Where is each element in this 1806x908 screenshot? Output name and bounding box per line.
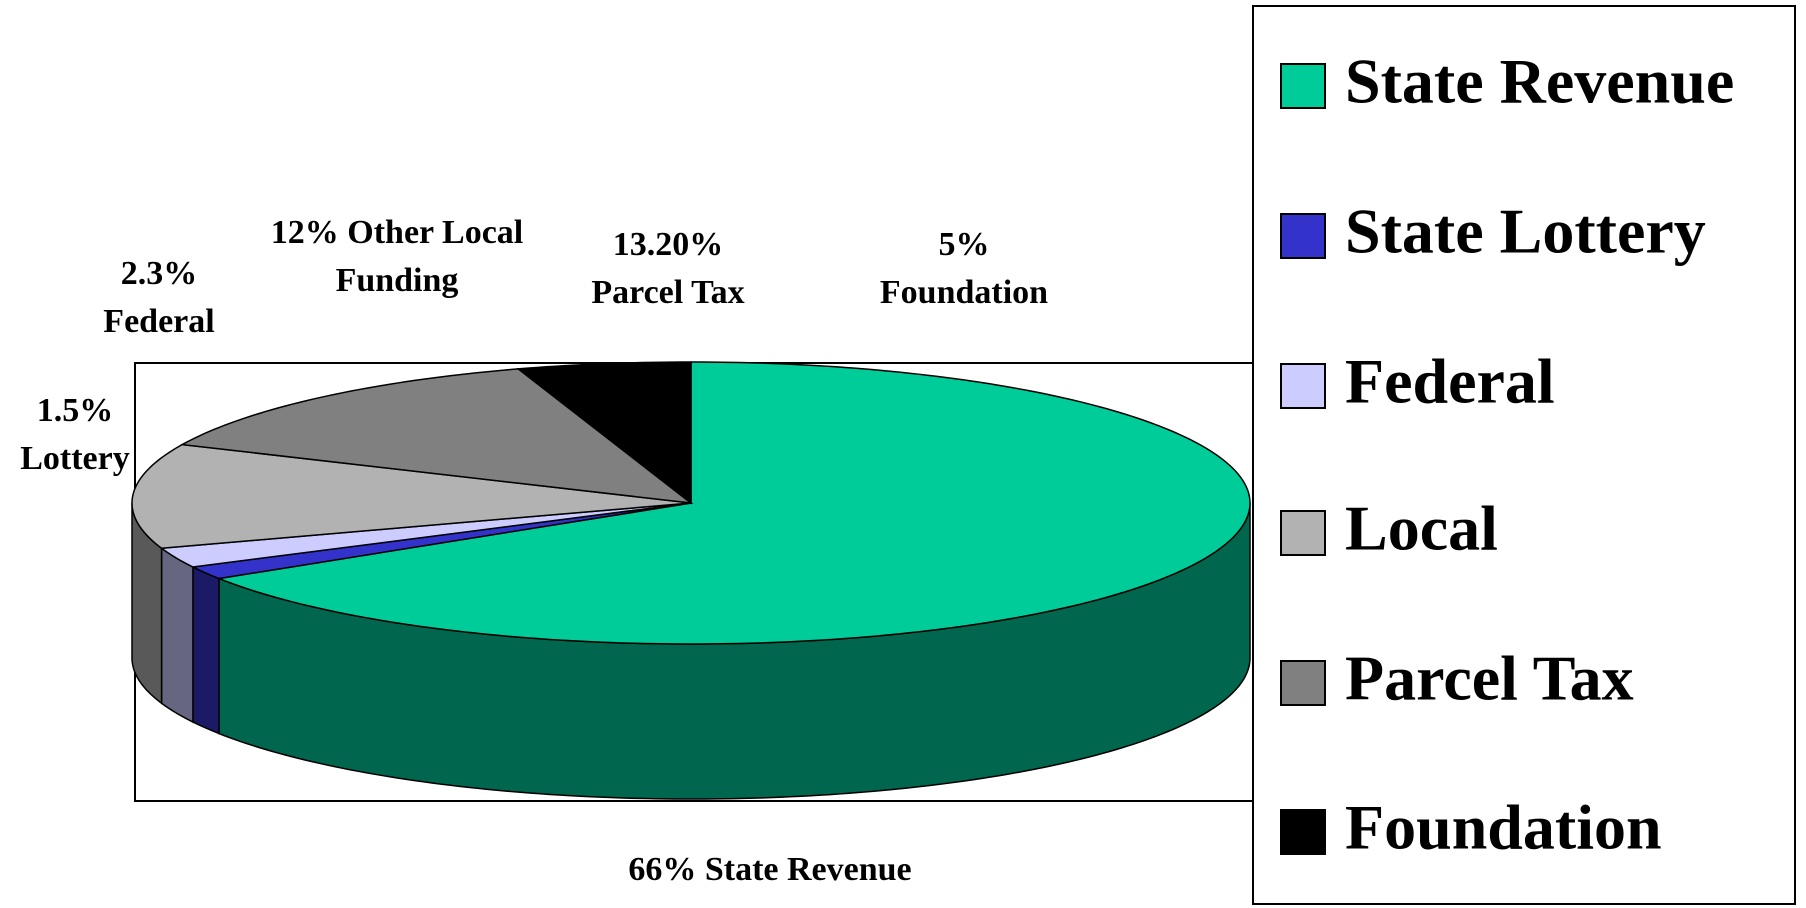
legend-swatch: [1280, 660, 1326, 706]
legend-box: [1252, 5, 1796, 905]
pie-slice: [216, 361, 1251, 645]
legend-label: Parcel Tax: [1345, 643, 1634, 714]
legend-swatch: [1280, 809, 1326, 855]
legend-label: State Revenue: [1345, 46, 1734, 117]
data-label: 2.3% Federal: [103, 255, 215, 340]
data-label: 5% Foundation: [879, 226, 1049, 311]
legend-label: Foundation: [1345, 792, 1662, 863]
pie-side: [192, 565, 220, 735]
data-label: 13.20% Parcel Tax: [591, 226, 745, 311]
data-label: 1.5% Lottery: [20, 392, 130, 477]
legend-label: Federal: [1345, 346, 1555, 417]
legend-swatch: [1280, 63, 1326, 109]
legend-label: State Lottery: [1345, 196, 1706, 267]
legend-swatch: [1280, 363, 1326, 409]
pie-slice: [516, 361, 692, 505]
data-label: 66% State Revenue: [628, 851, 912, 888]
legend-label: Local: [1345, 493, 1498, 564]
legend-swatch: [1280, 213, 1326, 259]
pie-tops: [131, 361, 1251, 645]
pie-slice: [179, 368, 694, 505]
pie-slice: [131, 443, 692, 550]
data-label: 12% Other Local Funding: [270, 214, 524, 299]
pie-side: [160, 546, 194, 724]
legend-swatch: [1280, 510, 1326, 556]
